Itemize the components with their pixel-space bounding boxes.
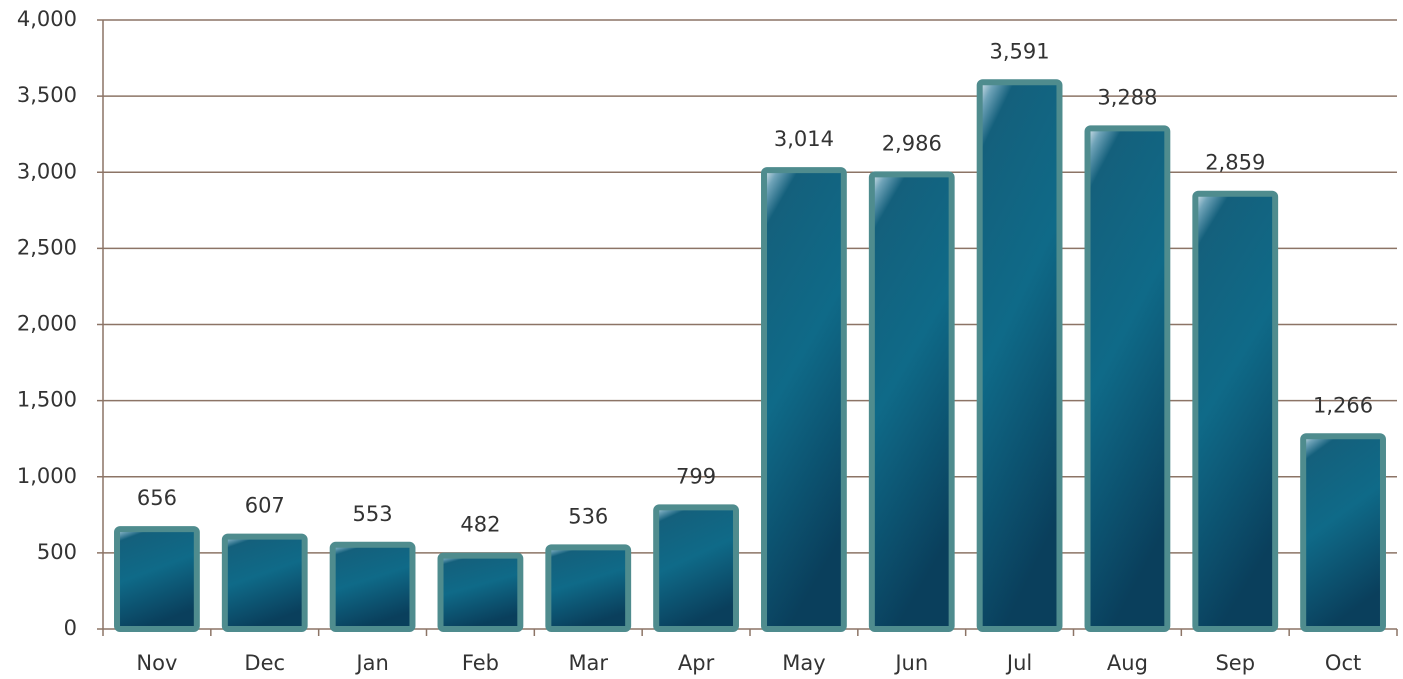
x-tick-label: Jul <box>1005 651 1032 675</box>
bar <box>221 533 308 632</box>
x-tick-label: Nov <box>136 651 177 675</box>
x-tick-label: Apr <box>678 651 715 675</box>
value-label: 3,014 <box>774 127 834 151</box>
value-label: 799 <box>676 464 716 488</box>
value-label: 3,591 <box>990 39 1050 63</box>
x-tick-label: May <box>782 651 825 675</box>
bar <box>761 167 847 632</box>
y-tick-label: 3,500 <box>17 83 77 107</box>
bar <box>437 552 524 632</box>
bar <box>868 171 955 632</box>
bar <box>653 504 739 633</box>
bar <box>1084 125 1171 632</box>
bar <box>329 541 416 632</box>
value-label: 2,859 <box>1205 151 1265 175</box>
x-tick-label: Jun <box>893 651 928 675</box>
x-tick-label: Sep <box>1215 651 1255 675</box>
value-label: 3,288 <box>1097 85 1157 109</box>
value-label: 536 <box>568 504 608 528</box>
value-label: 607 <box>245 494 285 518</box>
value-label: 2,986 <box>882 131 942 155</box>
x-tick-label: Oct <box>1325 651 1361 675</box>
y-tick-label: 1,500 <box>17 388 77 412</box>
y-tick-label: 2,000 <box>17 312 77 336</box>
y-tick-label: 1,000 <box>17 464 77 488</box>
bar <box>545 544 632 632</box>
bar <box>1192 190 1279 632</box>
x-tick-label: Mar <box>568 651 608 675</box>
bar <box>114 526 200 633</box>
x-tick-label: Aug <box>1107 651 1148 675</box>
x-tick-label: Jan <box>354 651 388 675</box>
value-label: 482 <box>460 513 500 537</box>
value-label: 1,266 <box>1313 393 1373 417</box>
y-tick-label: 3,000 <box>17 159 77 183</box>
y-tick-label: 0 <box>64 616 77 640</box>
y-tick-label: 500 <box>37 540 77 564</box>
bar <box>1300 433 1386 632</box>
x-tick-label: Dec <box>244 651 285 675</box>
y-tick-label: 4,000 <box>17 7 77 31</box>
value-label: 656 <box>137 486 177 510</box>
value-label: 553 <box>353 502 393 526</box>
y-tick-label: 2,500 <box>17 235 77 259</box>
bar <box>976 79 1063 632</box>
x-tick-label: Feb <box>462 651 499 675</box>
